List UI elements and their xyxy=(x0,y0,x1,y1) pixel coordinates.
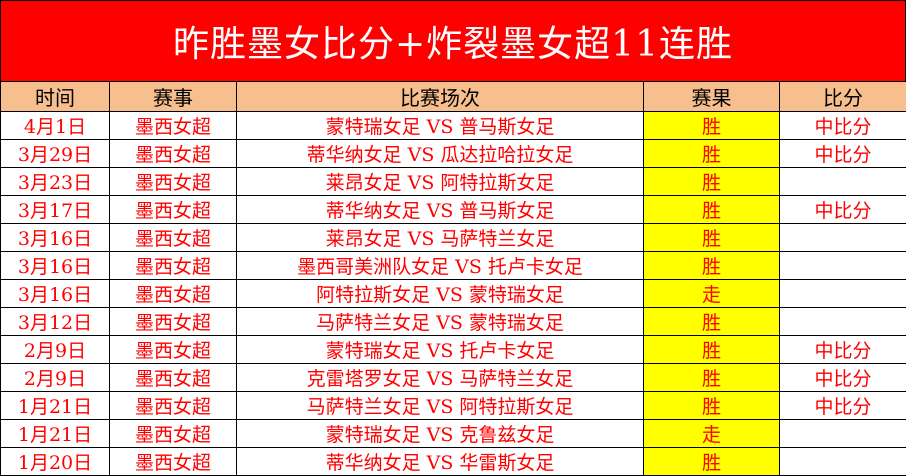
page-title: 昨胜墨女比分+炸裂墨女超11连胜 xyxy=(0,0,906,81)
result-cell: 走 xyxy=(644,420,780,448)
league-cell: 墨西女超 xyxy=(110,252,237,280)
league-cell: 墨西女超 xyxy=(110,112,237,140)
date-cell: 3月16日 xyxy=(1,224,110,252)
match-cell: 莱昂女足 VS 马萨特兰女足 xyxy=(237,224,644,252)
header-match: 比赛场次 xyxy=(237,82,644,112)
result-cell: 胜 xyxy=(644,392,780,420)
result-cell: 胜 xyxy=(644,364,780,392)
result-cell: 胜 xyxy=(644,168,780,196)
date-cell: 1月21日 xyxy=(1,420,110,448)
table-row: 2月9日墨西女超蒙特瑞女足 VS 托卢卡女足胜中比分 xyxy=(1,336,906,364)
table-row: 1月21日墨西女超蒙特瑞女足 VS 克鲁兹女足走 xyxy=(1,420,906,448)
match-cell: 马萨特兰女足 VS 蒙特瑞女足 xyxy=(237,308,644,336)
date-cell: 3月17日 xyxy=(1,196,110,224)
score-cell: 中比分 xyxy=(780,392,906,420)
league-cell: 墨西女超 xyxy=(110,280,237,308)
table-row: 4月1日墨西女超蒙特瑞女足 VS 普马斯女足胜中比分 xyxy=(1,112,906,140)
date-cell: 3月12日 xyxy=(1,308,110,336)
score-cell: 中比分 xyxy=(780,112,906,140)
date-cell: 3月29日 xyxy=(1,140,110,168)
match-cell: 蒂华纳女足 VS 华雷斯女足 xyxy=(237,448,644,476)
date-cell: 3月23日 xyxy=(1,168,110,196)
league-cell: 墨西女超 xyxy=(110,336,237,364)
result-cell: 胜 xyxy=(644,224,780,252)
date-cell: 2月9日 xyxy=(1,336,110,364)
league-cell: 墨西女超 xyxy=(110,140,237,168)
date-cell: 1月21日 xyxy=(1,392,110,420)
score-cell: 中比分 xyxy=(780,364,906,392)
table-row: 2月9日墨西女超克雷塔罗女足 VS 马萨特兰女足胜中比分 xyxy=(1,364,906,392)
score-cell: 中比分 xyxy=(780,336,906,364)
league-cell: 墨西女超 xyxy=(110,196,237,224)
table-row: 1月20日墨西女超蒂华纳女足 VS 华雷斯女足胜 xyxy=(1,448,906,476)
date-cell: 3月16日 xyxy=(1,280,110,308)
score-cell xyxy=(780,224,906,252)
table-row: 3月29日墨西女超蒂华纳女足 VS 瓜达拉哈拉女足胜中比分 xyxy=(1,140,906,168)
result-cell: 胜 xyxy=(644,112,780,140)
table-row: 3月12日墨西女超马萨特兰女足 VS 蒙特瑞女足胜 xyxy=(1,308,906,336)
table-row: 3月17日墨西女超蒂华纳女足 VS 普马斯女足胜中比分 xyxy=(1,196,906,224)
header-score: 比分 xyxy=(780,82,906,112)
result-cell: 走 xyxy=(644,280,780,308)
match-cell: 墨西哥美洲队女足 VS 托卢卡女足 xyxy=(237,252,644,280)
score-cell: 中比分 xyxy=(780,196,906,224)
score-cell xyxy=(780,308,906,336)
score-cell xyxy=(780,252,906,280)
league-cell: 墨西女超 xyxy=(110,308,237,336)
match-cell: 莱昂女足 VS 阿特拉斯女足 xyxy=(237,168,644,196)
league-cell: 墨西女超 xyxy=(110,224,237,252)
result-cell: 胜 xyxy=(644,252,780,280)
results-table: 时间 赛事 比赛场次 赛果 比分 4月1日墨西女超蒙特瑞女足 VS 普马斯女足胜… xyxy=(0,81,906,476)
table-row: 3月23日墨西女超莱昂女足 VS 阿特拉斯女足胜 xyxy=(1,168,906,196)
date-cell: 3月16日 xyxy=(1,252,110,280)
match-cell: 蒂华纳女足 VS 瓜达拉哈拉女足 xyxy=(237,140,644,168)
header-date: 时间 xyxy=(1,82,110,112)
table-row: 3月16日墨西女超阿特拉斯女足 VS 蒙特瑞女足走 xyxy=(1,280,906,308)
score-cell xyxy=(780,420,906,448)
league-cell: 墨西女超 xyxy=(110,448,237,476)
league-cell: 墨西女超 xyxy=(110,392,237,420)
score-cell xyxy=(780,448,906,476)
result-cell: 胜 xyxy=(644,308,780,336)
header-result: 赛果 xyxy=(644,82,780,112)
date-cell: 1月20日 xyxy=(1,448,110,476)
match-cell: 阿特拉斯女足 VS 蒙特瑞女足 xyxy=(237,280,644,308)
result-cell: 胜 xyxy=(644,448,780,476)
result-cell: 胜 xyxy=(644,336,780,364)
table-row: 3月16日墨西女超墨西哥美洲队女足 VS 托卢卡女足胜 xyxy=(1,252,906,280)
table-row: 1月21日墨西女超马萨特兰女足 VS 阿特拉斯女足胜中比分 xyxy=(1,392,906,420)
score-cell: 中比分 xyxy=(780,140,906,168)
match-cell: 蒂华纳女足 VS 普马斯女足 xyxy=(237,196,644,224)
result-cell: 胜 xyxy=(644,196,780,224)
match-cell: 蒙特瑞女足 VS 托卢卡女足 xyxy=(237,336,644,364)
score-cell xyxy=(780,280,906,308)
league-cell: 墨西女超 xyxy=(110,168,237,196)
match-cell: 克雷塔罗女足 VS 马萨特兰女足 xyxy=(237,364,644,392)
result-cell: 胜 xyxy=(644,140,780,168)
header-row: 时间 赛事 比赛场次 赛果 比分 xyxy=(1,82,906,112)
header-league: 赛事 xyxy=(110,82,237,112)
score-cell xyxy=(780,168,906,196)
match-cell: 蒙特瑞女足 VS 克鲁兹女足 xyxy=(237,420,644,448)
match-cell: 马萨特兰女足 VS 阿特拉斯女足 xyxy=(237,392,644,420)
match-cell: 蒙特瑞女足 VS 普马斯女足 xyxy=(237,112,644,140)
league-cell: 墨西女超 xyxy=(110,420,237,448)
league-cell: 墨西女超 xyxy=(110,364,237,392)
date-cell: 4月1日 xyxy=(1,112,110,140)
table-row: 3月16日墨西女超莱昂女足 VS 马萨特兰女足胜 xyxy=(1,224,906,252)
date-cell: 2月9日 xyxy=(1,364,110,392)
